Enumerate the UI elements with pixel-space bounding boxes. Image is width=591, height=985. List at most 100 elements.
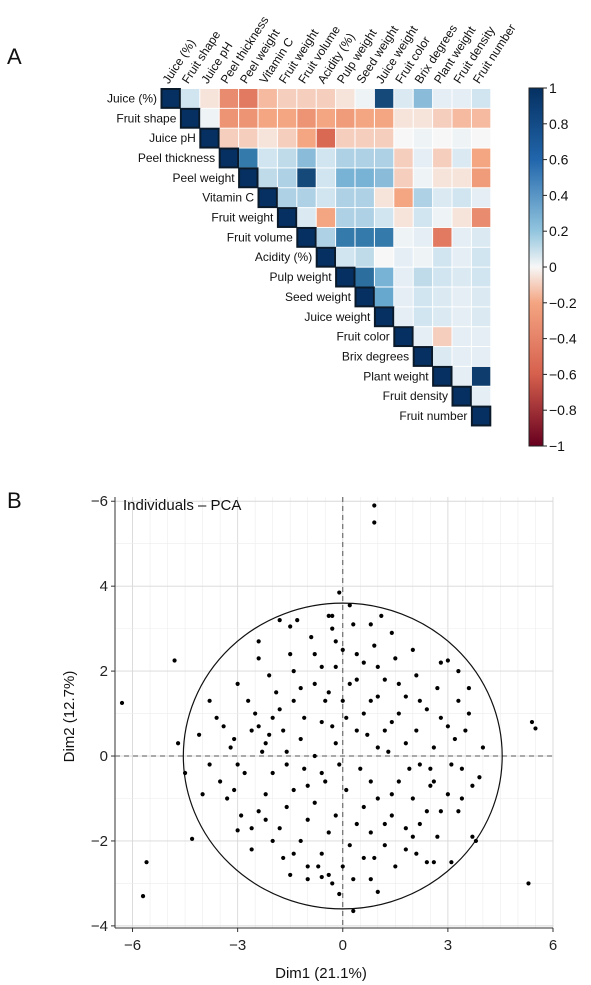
row-label: Pulp weight <box>270 270 333 284</box>
x-tick-label: 6 <box>549 937 557 954</box>
heatmap-cell <box>258 148 277 168</box>
data-point <box>403 847 408 852</box>
row-label: Brix degrees <box>342 349 409 363</box>
data-point <box>249 847 254 852</box>
data-point <box>277 707 282 712</box>
data-point <box>459 766 464 771</box>
heatmap-cell <box>297 108 316 128</box>
data-point <box>417 698 422 703</box>
heatmap-cell <box>452 327 471 347</box>
heatmap-cell <box>297 89 316 108</box>
data-point <box>344 787 349 793</box>
data-point <box>326 872 331 878</box>
panel-a-label: A <box>7 44 22 69</box>
data-point <box>403 826 408 831</box>
chart-title: Individuals – PCA <box>123 497 241 514</box>
heatmap-cell <box>316 227 336 247</box>
data-point <box>431 779 436 784</box>
data-point <box>263 741 268 746</box>
heatmap-cell <box>374 267 394 287</box>
data-point <box>361 660 366 665</box>
data-point <box>368 622 373 627</box>
heatmap-cell <box>452 366 471 386</box>
data-point <box>182 770 188 776</box>
data-point <box>302 715 307 720</box>
heatmap-cell <box>452 208 471 227</box>
heatmap-cell <box>316 108 336 128</box>
heatmap-cell <box>394 247 413 267</box>
heatmap-cell <box>355 128 374 148</box>
heatmap-cell <box>471 366 491 386</box>
data-point <box>196 732 202 737</box>
heatmap-cell <box>394 89 413 108</box>
data-point <box>473 838 479 844</box>
heatmap-cell <box>296 226 317 248</box>
heatmap-cell <box>470 405 492 427</box>
data-point <box>295 618 300 623</box>
heatmap-cell <box>297 148 316 168</box>
data-point <box>445 792 450 797</box>
data-point <box>330 881 335 886</box>
heatmap-cell <box>179 107 201 129</box>
data-point <box>207 698 212 703</box>
data-point <box>389 719 394 725</box>
data-point <box>410 834 415 839</box>
heatmap-cell <box>257 187 278 209</box>
heatmap-cell <box>355 188 374 208</box>
data-point <box>375 796 380 801</box>
data-point <box>235 828 240 833</box>
heatmap-cell <box>394 148 413 168</box>
row-label: Plant weight <box>363 369 429 383</box>
data-point <box>354 677 359 682</box>
heatmap-cell <box>297 208 316 227</box>
data-point <box>337 590 342 595</box>
heatmap-cell <box>433 267 452 287</box>
data-point <box>459 796 464 801</box>
data-point <box>396 711 401 716</box>
data-point <box>354 652 359 657</box>
data-point <box>249 826 254 831</box>
row-label: Acidity (%) <box>255 250 312 264</box>
heatmap-cell <box>258 89 277 108</box>
colorbar-tick-label: 0.6 <box>549 152 569 168</box>
data-point <box>319 874 324 880</box>
heatmap-cell <box>258 128 277 148</box>
data-point <box>246 698 251 703</box>
heatmap-cell <box>355 208 374 227</box>
data-point <box>274 690 279 695</box>
row-label: Peel thickness <box>138 151 215 165</box>
heatmap-cell <box>374 247 394 267</box>
row-label: Fruit volume <box>227 230 293 244</box>
colorbar-tick-label: 0 <box>549 259 557 275</box>
heatmap-cell <box>471 148 491 168</box>
heatmap-cell <box>471 128 491 148</box>
heatmap-cell <box>433 188 452 208</box>
data-point <box>263 792 268 797</box>
data-point <box>337 762 342 767</box>
heatmap-cell <box>336 128 355 148</box>
heatmap-cell <box>219 108 239 128</box>
heatmap-cell <box>433 227 452 247</box>
heatmap-cell <box>394 227 413 247</box>
y-tick-label: 0 <box>100 748 108 765</box>
data-point <box>291 698 296 703</box>
x-tick-label: −3 <box>229 937 246 954</box>
data-point <box>284 749 289 754</box>
heatmap-cell <box>433 128 452 148</box>
heatmap-cell <box>277 128 297 148</box>
heatmap-cell <box>452 347 471 366</box>
heatmap-cell <box>277 168 297 188</box>
heatmap-cell <box>354 286 375 308</box>
data-point <box>260 749 265 754</box>
data-point <box>477 775 482 780</box>
data-point <box>361 804 366 810</box>
data-point <box>435 685 440 691</box>
y-tick-label: 2 <box>100 663 108 680</box>
data-point <box>256 724 261 729</box>
data-point <box>333 813 338 818</box>
data-point <box>375 694 380 699</box>
heatmap-cell <box>413 267 433 287</box>
colorbar-tick-label: −0.2 <box>549 295 577 311</box>
heatmap-cell <box>452 108 471 128</box>
